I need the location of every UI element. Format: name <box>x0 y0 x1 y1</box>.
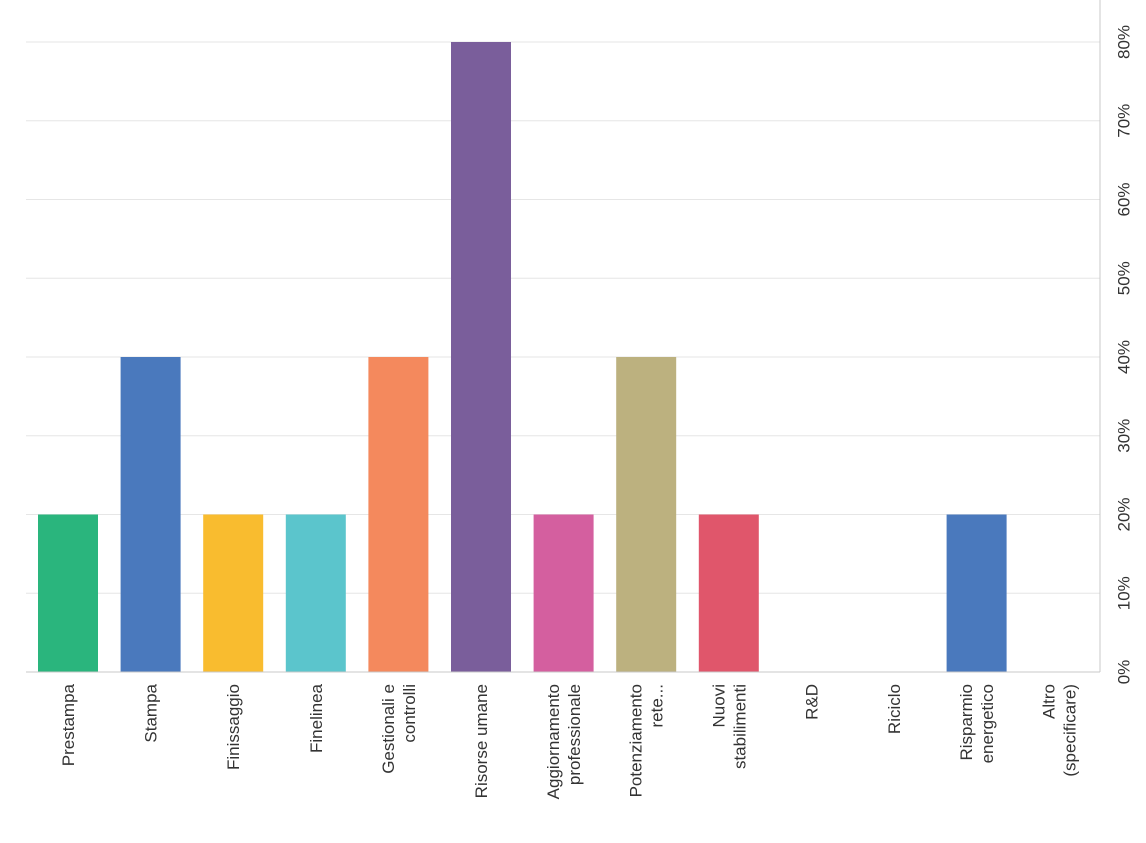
category-labels: Prestampa Stampa Finissaggio Finelinea Gesti… <box>59 683 1080 799</box>
y-tick-label: 0% <box>1115 660 1134 685</box>
category-label: Potenziamento rete... <box>627 684 667 797</box>
category-label: Risorse umane <box>472 684 491 798</box>
category-label: Stampa <box>142 683 161 742</box>
y-tick-label: 40% <box>1115 340 1134 374</box>
y-tick-label: 50% <box>1115 261 1134 295</box>
y-tick-label: 10% <box>1115 576 1134 610</box>
category-label: Gestionali e controlli <box>379 684 419 774</box>
y-tick-label: 20% <box>1115 497 1134 531</box>
bar <box>368 357 429 672</box>
bar <box>285 514 346 672</box>
bar <box>451 42 511 672</box>
bar <box>120 357 181 672</box>
category-label: R&D <box>802 684 821 720</box>
grid-lines <box>26 41 1100 594</box>
y-tick-label: 70% <box>1115 104 1134 138</box>
bar <box>616 357 677 672</box>
bar <box>533 514 594 672</box>
category-label: Finissaggio <box>224 684 243 770</box>
axes <box>26 0 1101 673</box>
bar <box>698 514 759 672</box>
bar <box>203 514 264 672</box>
bars <box>38 42 1007 672</box>
category-label: Riciclo <box>885 684 904 734</box>
y-tick-labels: 0% 10% 20% 30% 40% 50% 60% 70% 80% <box>1115 25 1134 684</box>
y-tick-label: 60% <box>1115 182 1134 216</box>
bar <box>946 514 1007 672</box>
y-tick-label: 30% <box>1115 419 1134 453</box>
category-label: Altro (specificare) <box>1040 684 1080 777</box>
category-label: Nuovi stabilimenti <box>709 684 749 769</box>
bar <box>38 514 98 672</box>
y-tick-label: 80% <box>1115 25 1134 59</box>
category-label: Risparmio energetico <box>957 684 997 763</box>
category-label: Finelinea <box>307 683 326 753</box>
category-label: Aggiornamento professionale <box>544 684 584 799</box>
category-label: Prestampa <box>59 683 78 766</box>
